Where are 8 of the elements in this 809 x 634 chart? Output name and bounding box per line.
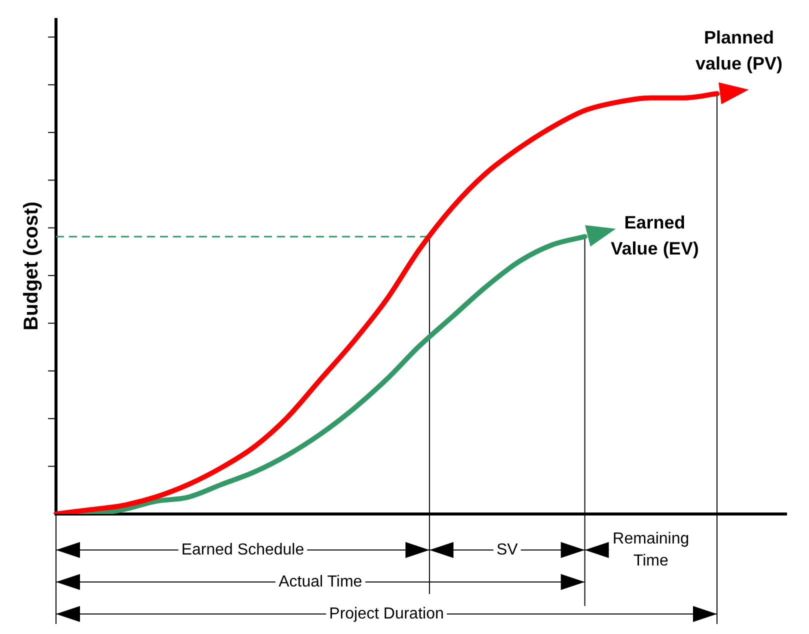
text: SV	[496, 541, 518, 558]
text: Actual Time	[278, 573, 362, 590]
y-axis-title: Budget (cost)	[20, 202, 43, 330]
text: Remaining Time	[612, 530, 690, 570]
text: Earned Schedule	[181, 541, 304, 558]
series-label: Planned value (PV)	[695, 28, 783, 74]
text: Project Duration	[329, 605, 444, 622]
series-label: Earned Value (EV)	[610, 212, 699, 259]
